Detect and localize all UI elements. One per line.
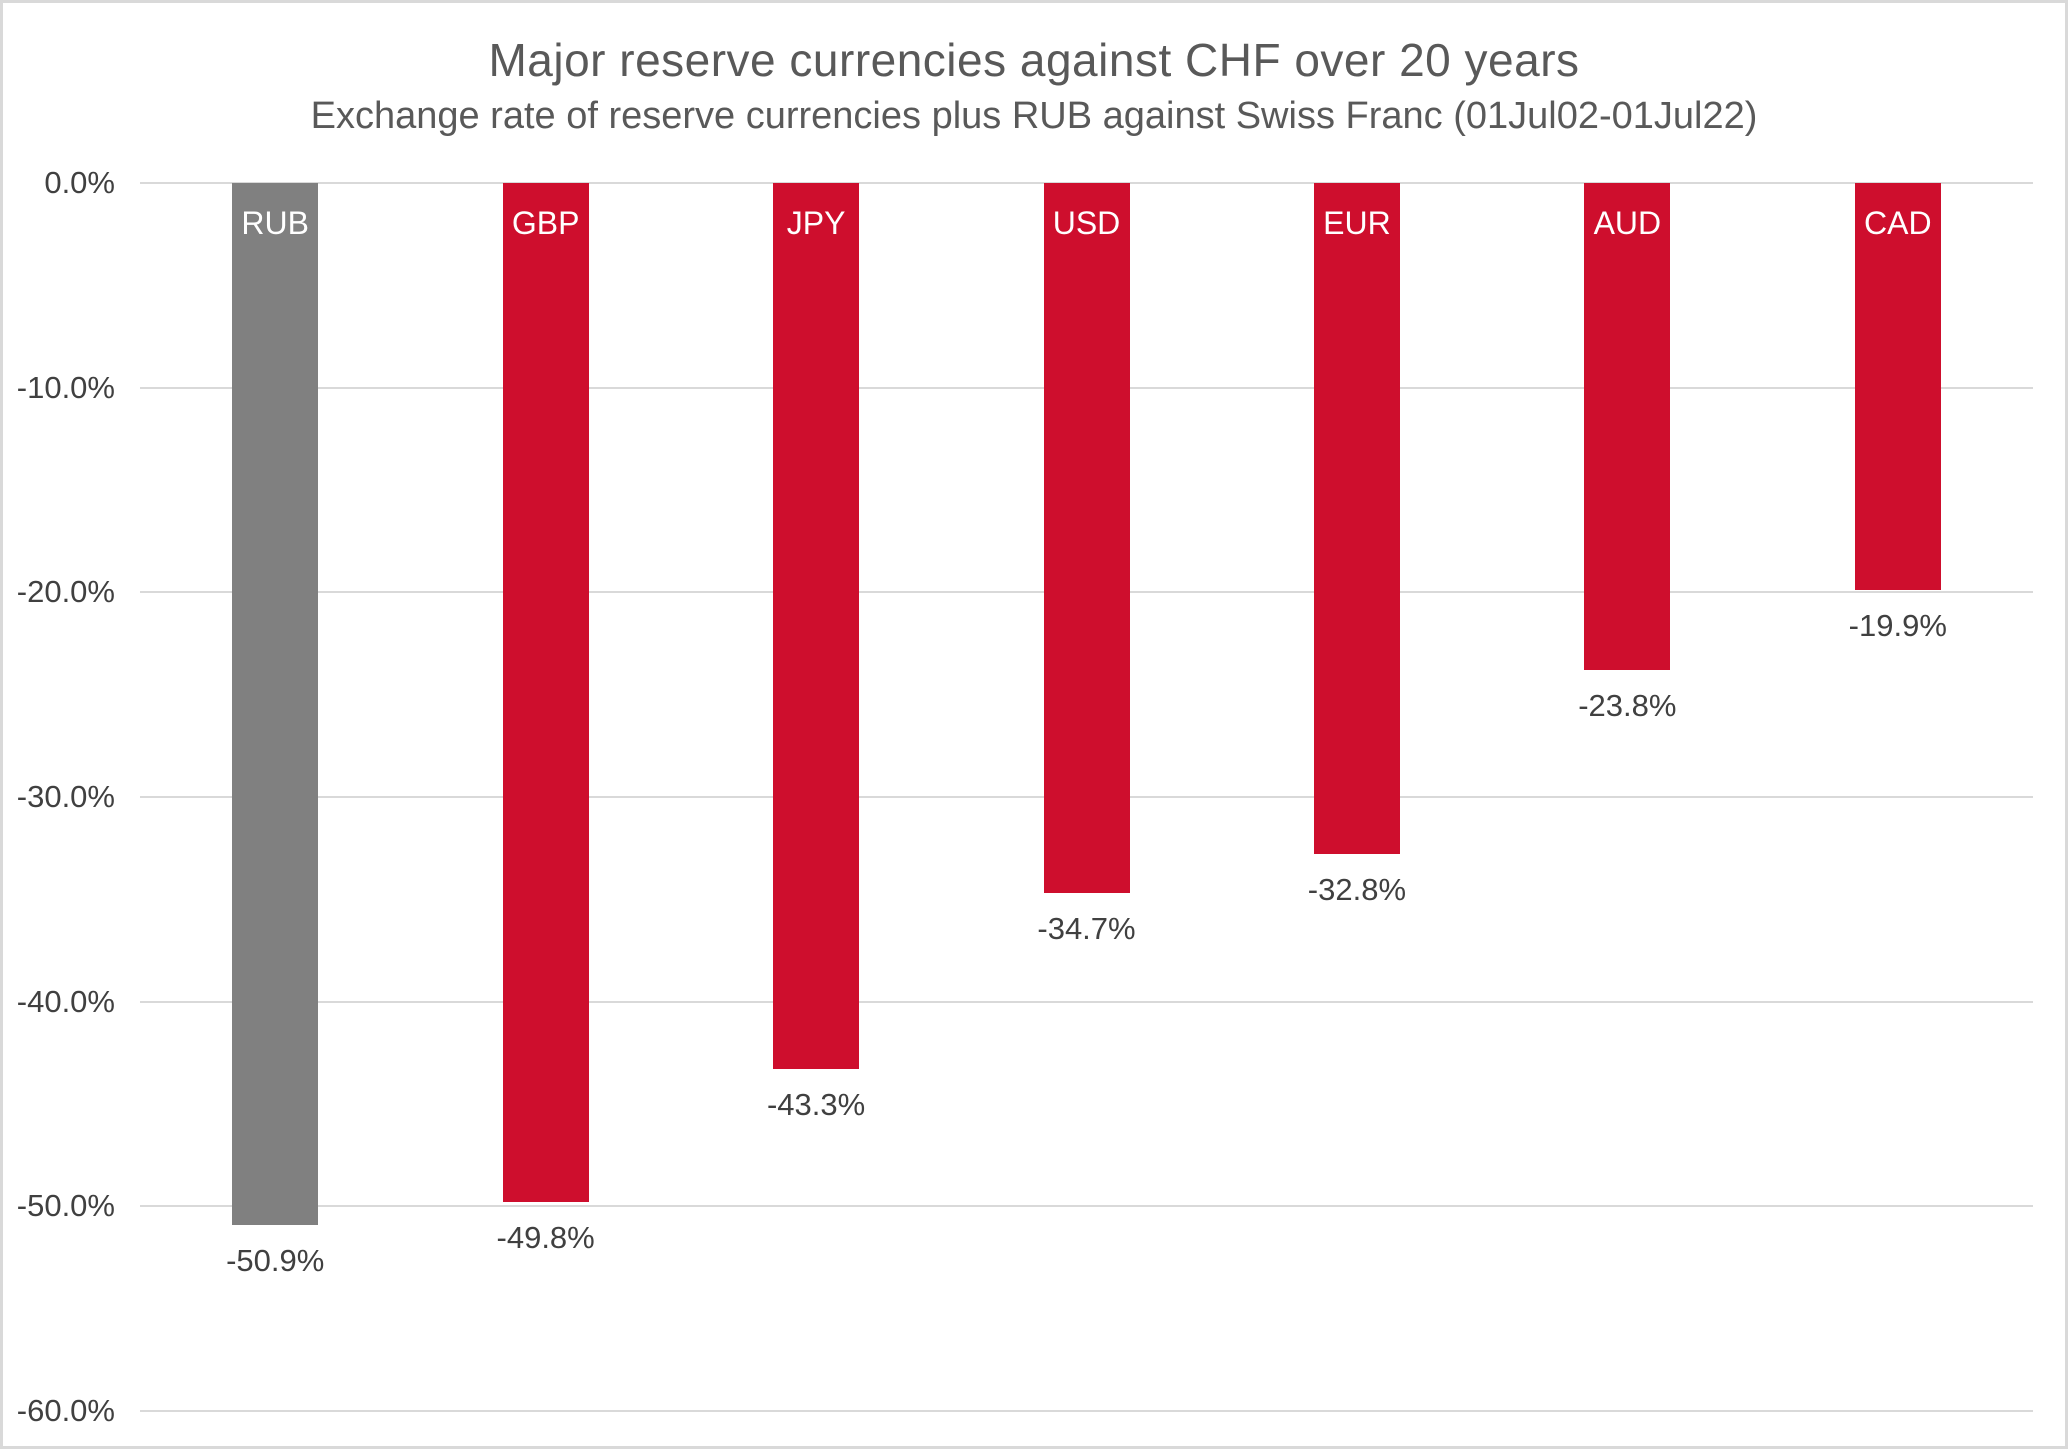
- bar-category-label: RUB: [241, 205, 309, 241]
- y-tick-label: -40.0%: [16, 983, 115, 1019]
- y-tick-label: 0.0%: [44, 165, 115, 200]
- bar-jpy: JPY: [773, 183, 860, 1070]
- bar-rub: RUB: [232, 183, 319, 1225]
- bar-value-label: -19.9%: [1848, 608, 1947, 644]
- y-tick-label: -10.0%: [16, 369, 115, 405]
- bar-category-label: JPY: [786, 205, 846, 241]
- gridline: [140, 1410, 2033, 1412]
- bar-category-label: EUR: [1323, 205, 1391, 241]
- bar-value-label: -43.3%: [766, 1087, 866, 1123]
- plot-area: 0.0% -10.0% -20.0% -30.0% -40.0% -50.0% -60.0%…: [3, 3, 2065, 1446]
- y-tick-label: -60.0%: [16, 1393, 115, 1428]
- bar-value-label: -50.9%: [226, 1242, 325, 1278]
- bar-gbp: GBP: [502, 183, 589, 1203]
- chart-title: Major reserve currencies against CHF ove…: [488, 34, 1580, 86]
- bar-category-label: AUD: [1593, 205, 1662, 241]
- bar-category-label: CAD: [1864, 205, 1932, 241]
- bar-value-label: -49.8%: [496, 1220, 595, 1256]
- bar-value-label: -34.7%: [1037, 911, 1136, 947]
- bar-value-label: -32.8%: [1307, 872, 1407, 908]
- bar-usd: USD: [1043, 183, 1130, 894]
- chart-subtitle: Exchange rate of reserve currencies plus…: [310, 95, 1758, 137]
- bar-value-label: -23.8%: [1578, 688, 1677, 724]
- gridline: [140, 1205, 2033, 1208]
- bar-category-label: USD: [1052, 205, 1121, 241]
- bar-cad: CAD: [1854, 183, 1941, 591]
- y-tick-label: -20.0%: [16, 574, 115, 610]
- gridline: [140, 1000, 2033, 1003]
- y-tick-label: -30.0%: [16, 779, 115, 814]
- bar-aud: AUD: [1584, 183, 1671, 671]
- y-tick-label: -50.0%: [16, 1188, 115, 1224]
- bar-category-label: GBP: [511, 205, 580, 241]
- bar-eur: EUR: [1313, 183, 1400, 855]
